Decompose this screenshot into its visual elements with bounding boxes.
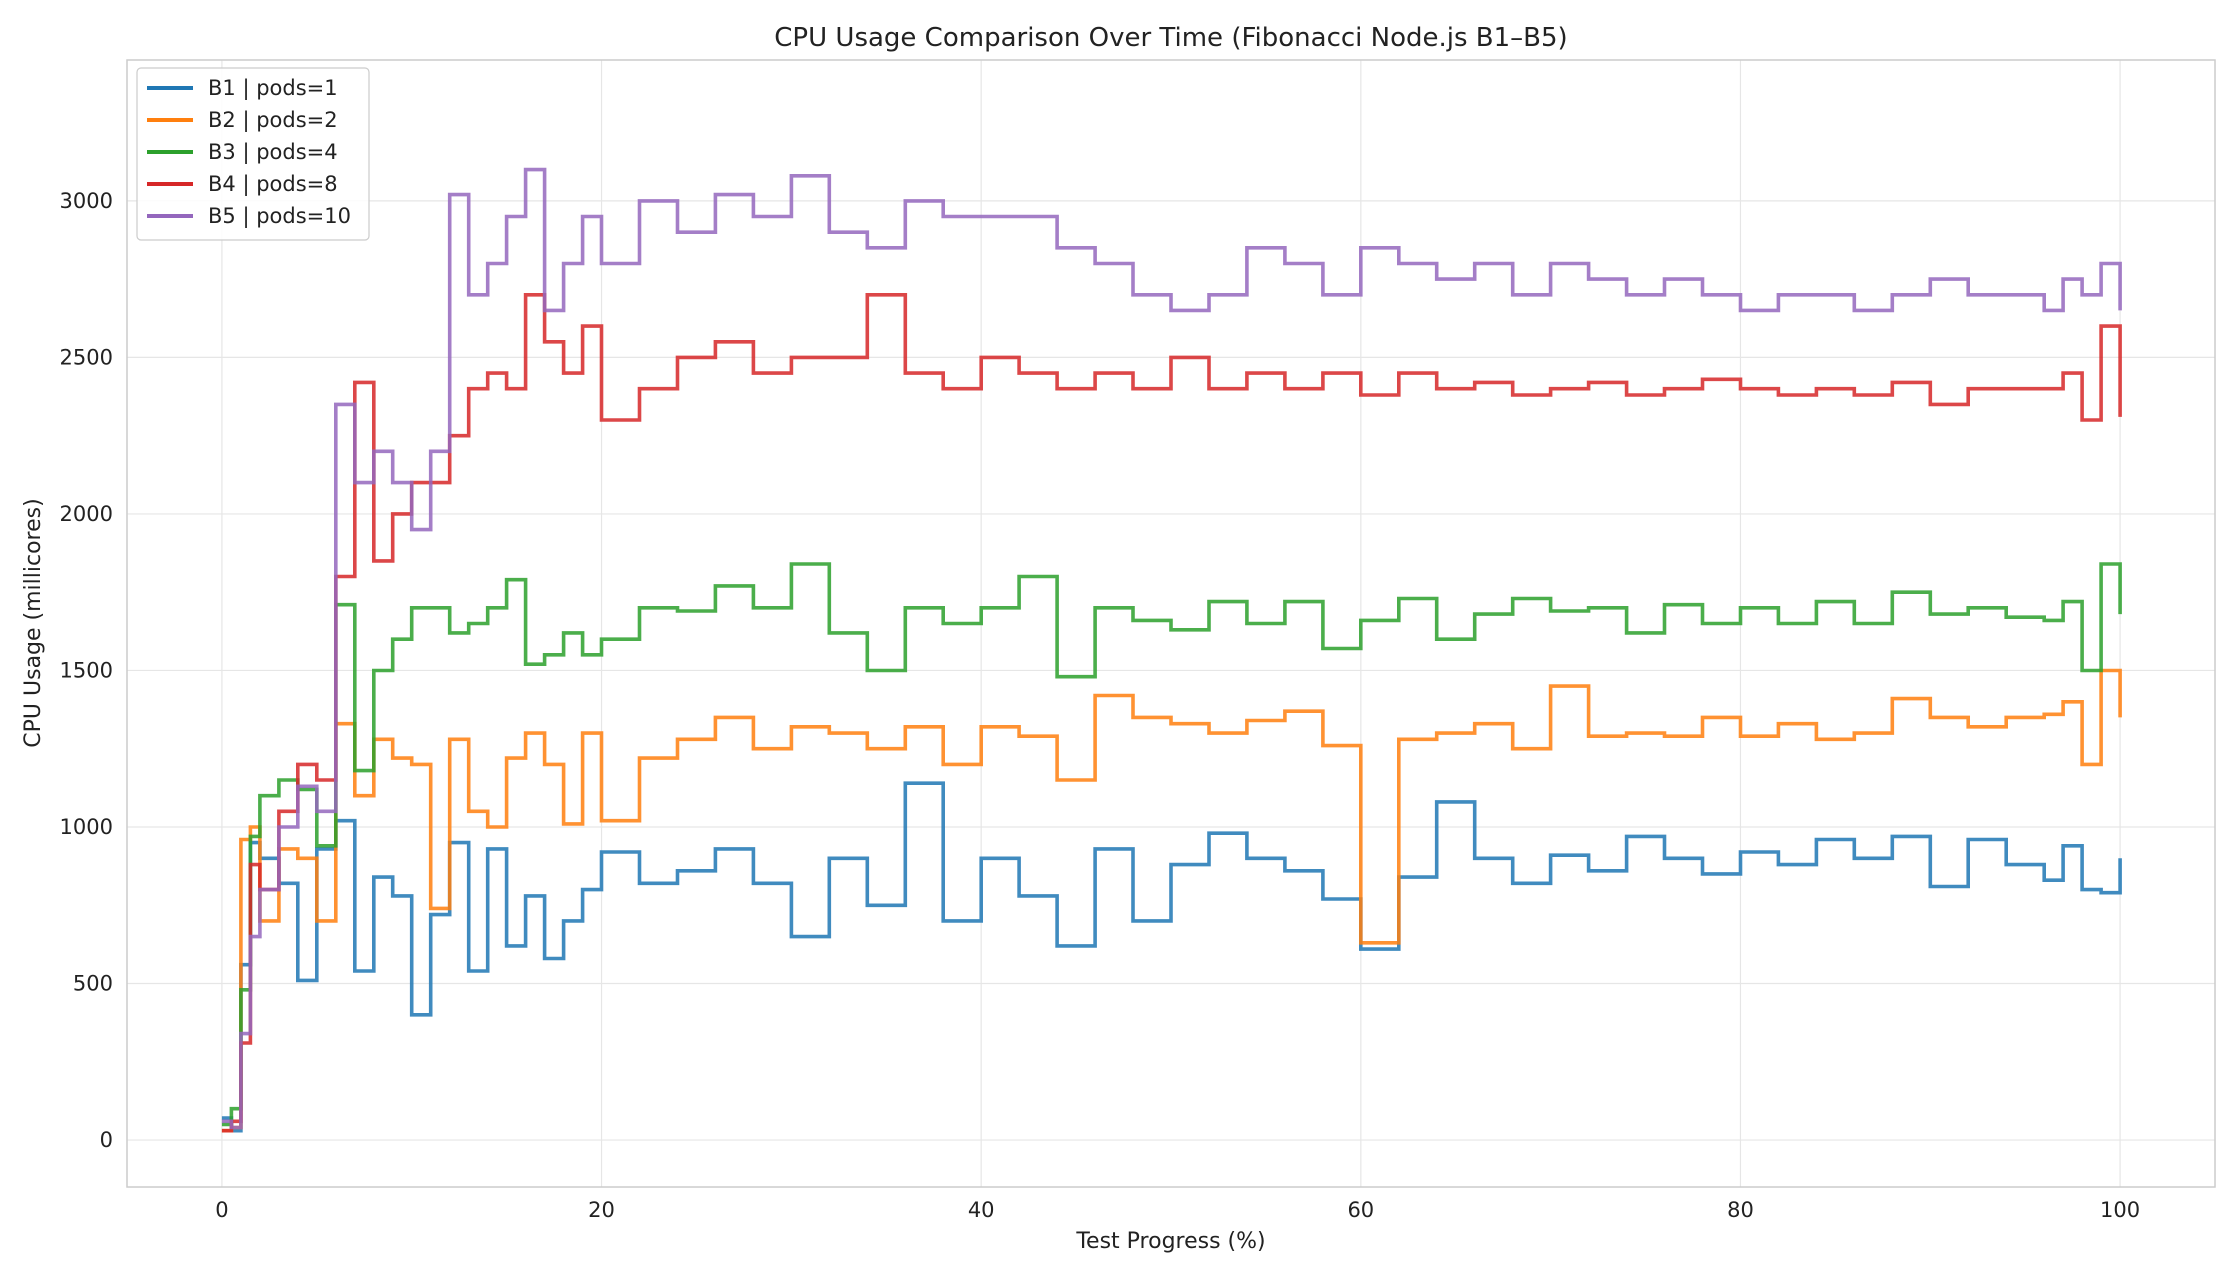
- x-tick-label: 0: [215, 1198, 228, 1222]
- legend-box: [136, 67, 370, 241]
- x-tick-label: 40: [968, 1198, 995, 1222]
- chart-title: CPU Usage Comparison Over Time (Fibonacc…: [774, 23, 1567, 53]
- legend-items: B1 | pods=1 B2 | pods=2 B3 | pods=4 B4 | po…: [147, 76, 351, 229]
- legend-label-b3: B3 | pods=4: [208, 140, 338, 165]
- x-axis-ticks: 0 20 40 60 80 100: [215, 1198, 2140, 1222]
- x-tick-label: 60: [1347, 1198, 1374, 1222]
- series-line-b2: [221, 668, 2122, 1133]
- legend-label-b1: B1 | pods=1: [208, 76, 338, 101]
- series-line-b5: [221, 167, 2122, 1130]
- x-axis-label: Test Progress (%): [1075, 1229, 1265, 1254]
- legend: B1 | pods=1 B2 | pods=2 B3 | pods=4 B4 | po…: [136, 67, 370, 241]
- plot-area-frame: [126, 59, 2216, 1188]
- y-tick-label: 1000: [60, 815, 113, 839]
- series-line-b3: [221, 562, 2122, 1127]
- x-tick-label: 100: [2100, 1198, 2140, 1222]
- y-axis-label: CPU Usage (millicores): [21, 498, 46, 747]
- legend-label-b4: B4 | pods=8: [208, 172, 338, 197]
- y-tick-label: 2000: [60, 502, 113, 526]
- x-tick-label: 20: [588, 1198, 615, 1222]
- series-line-b4: [221, 293, 2122, 1133]
- legend-label-b2: B2 | pods=2: [208, 108, 338, 133]
- y-tick-label: 500: [73, 972, 113, 996]
- legend-label-b5: B5 | pods=10: [208, 204, 351, 229]
- y-tick-label: 3000: [60, 189, 113, 213]
- series-line-b1: [221, 781, 2122, 1133]
- y-tick-label: 0: [100, 1128, 113, 1152]
- y-axis-ticks: 0 500 1000 1500 2000 2500 3000: [60, 189, 113, 1152]
- series-lines: [221, 167, 2122, 1133]
- x-tick-label: 80: [1727, 1198, 1754, 1222]
- y-tick-label: 2500: [60, 345, 113, 369]
- y-tick-label: 1500: [60, 658, 113, 682]
